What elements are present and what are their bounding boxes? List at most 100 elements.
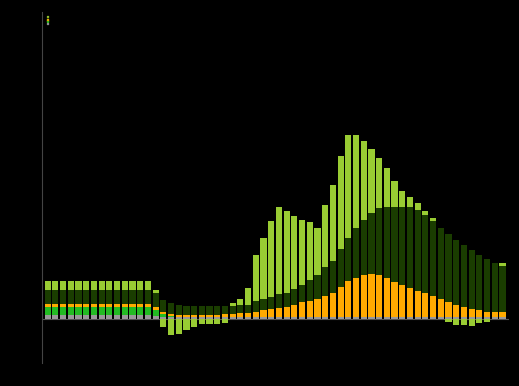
Bar: [445, 302, 452, 317]
Bar: [175, 305, 182, 315]
Bar: [407, 288, 413, 317]
Bar: [75, 315, 81, 319]
Bar: [222, 319, 228, 323]
Bar: [106, 307, 113, 315]
Bar: [384, 168, 390, 207]
Bar: [322, 205, 328, 267]
Bar: [469, 250, 475, 309]
Bar: [207, 315, 213, 317]
Bar: [315, 299, 321, 317]
Bar: [330, 317, 336, 319]
Bar: [276, 317, 282, 319]
Bar: [307, 222, 313, 280]
Bar: [45, 290, 51, 304]
Bar: [75, 290, 81, 304]
Bar: [237, 313, 243, 317]
Bar: [391, 282, 398, 317]
Bar: [99, 307, 105, 315]
Bar: [191, 319, 197, 327]
Bar: [438, 299, 444, 317]
Bar: [245, 317, 251, 319]
Bar: [229, 314, 236, 317]
Bar: [307, 317, 313, 319]
Bar: [476, 317, 483, 319]
Bar: [214, 306, 221, 315]
Bar: [67, 307, 74, 315]
Bar: [337, 156, 344, 249]
Bar: [168, 317, 174, 319]
Bar: [214, 315, 221, 317]
Bar: [183, 306, 189, 315]
Bar: [207, 317, 213, 319]
Bar: [315, 229, 321, 275]
Bar: [268, 297, 275, 309]
Bar: [438, 229, 444, 299]
Bar: [129, 304, 135, 307]
Bar: [52, 281, 59, 290]
Bar: [153, 293, 159, 307]
Bar: [361, 141, 367, 220]
Bar: [283, 306, 290, 317]
Bar: [391, 317, 398, 319]
Bar: [499, 266, 506, 313]
Bar: [106, 304, 113, 307]
Bar: [491, 317, 498, 319]
Bar: [199, 315, 205, 317]
Bar: [384, 317, 390, 319]
Bar: [399, 317, 405, 319]
Bar: [283, 293, 290, 306]
Bar: [237, 299, 243, 305]
Bar: [207, 319, 213, 324]
Bar: [67, 281, 74, 290]
Bar: [291, 290, 297, 305]
Bar: [253, 254, 259, 301]
Bar: [353, 135, 359, 229]
Bar: [199, 319, 205, 324]
Bar: [315, 317, 321, 319]
Bar: [67, 304, 74, 307]
Bar: [67, 290, 74, 304]
Bar: [168, 319, 174, 335]
Bar: [60, 307, 66, 315]
Bar: [445, 317, 452, 319]
Bar: [430, 221, 436, 296]
Bar: [214, 317, 221, 319]
Bar: [422, 317, 429, 319]
Bar: [83, 315, 89, 319]
Bar: [453, 305, 459, 317]
Bar: [160, 312, 167, 314]
Bar: [160, 300, 167, 312]
Bar: [268, 221, 275, 297]
Bar: [345, 281, 351, 317]
Bar: [291, 216, 297, 290]
Bar: [283, 317, 290, 319]
Bar: [376, 158, 382, 208]
Bar: [368, 317, 375, 319]
Bar: [299, 317, 305, 319]
Bar: [422, 293, 429, 317]
Bar: [75, 281, 81, 290]
Bar: [461, 306, 467, 317]
Bar: [99, 304, 105, 307]
Bar: [376, 317, 382, 319]
Bar: [129, 307, 135, 315]
Bar: [322, 267, 328, 296]
Bar: [175, 315, 182, 317]
Bar: [106, 290, 113, 304]
Bar: [469, 309, 475, 317]
Bar: [476, 310, 483, 317]
Bar: [330, 261, 336, 293]
Bar: [145, 290, 151, 304]
Bar: [99, 290, 105, 304]
Bar: [45, 281, 51, 290]
Bar: [253, 312, 259, 317]
Bar: [422, 215, 429, 293]
Bar: [229, 306, 236, 314]
Bar: [75, 304, 81, 307]
Bar: [121, 307, 128, 315]
Bar: [75, 307, 81, 315]
Bar: [191, 306, 197, 315]
Bar: [114, 290, 120, 304]
Bar: [415, 317, 421, 319]
Bar: [137, 315, 143, 319]
